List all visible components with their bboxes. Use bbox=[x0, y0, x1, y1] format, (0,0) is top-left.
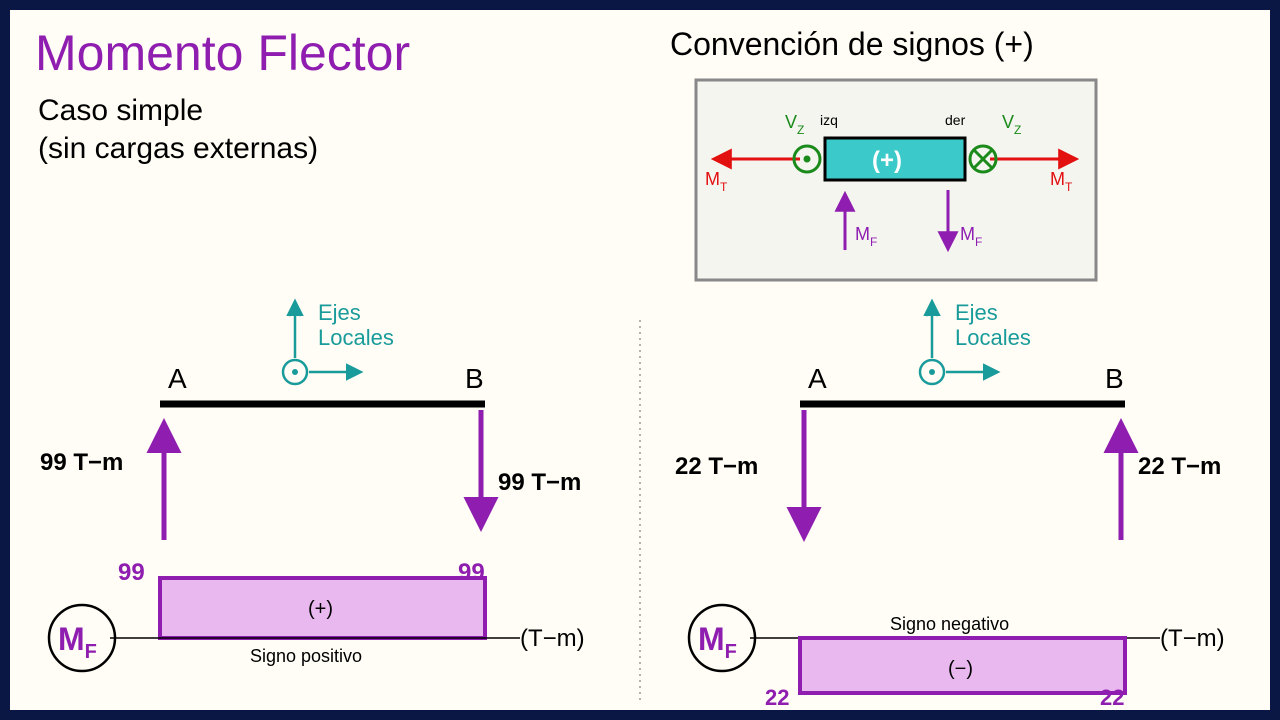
unit-right: (T−m) bbox=[1160, 625, 1225, 652]
conv-mt-l: M bbox=[705, 169, 720, 189]
right-diagram: Ejes Locales A B 22 T−m 22 T−m 22 22 (−)… bbox=[675, 300, 1225, 710]
axes-l2: Locales bbox=[318, 325, 394, 350]
node-b-right: B bbox=[1105, 363, 1124, 394]
conv-izq: izq bbox=[820, 112, 838, 128]
moment-a-left: 99 T−m bbox=[40, 449, 123, 476]
left-diagram: Ejes Locales A B 99 T−m 99 T−m 99 99 (+)… bbox=[40, 300, 585, 671]
conv-mf-r: M bbox=[960, 224, 975, 244]
sign-label-right: Signo negativo bbox=[890, 614, 1009, 634]
conv-vz-r-sub: Z bbox=[1014, 123, 1021, 137]
node-b-left: B bbox=[465, 363, 484, 394]
convention-title: Convención de signos (+) bbox=[670, 26, 1034, 62]
val-b-left: 99 bbox=[458, 559, 485, 586]
svg-text:MF: MF bbox=[58, 621, 97, 663]
axes-r2: Locales bbox=[955, 325, 1031, 350]
convention-box: (+) MT MT VZ izq VZ der MF MF bbox=[696, 80, 1096, 280]
mf-left: M bbox=[58, 621, 85, 657]
sign-label-left: Signo positivo bbox=[250, 646, 362, 666]
local-axes-right: Ejes Locales bbox=[920, 300, 1031, 384]
node-a-left: A bbox=[168, 363, 187, 394]
local-axes-left: Ejes Locales bbox=[283, 300, 394, 384]
conv-mt-l-sub: T bbox=[720, 180, 728, 194]
conv-der: der bbox=[945, 112, 966, 128]
conv-vz-l: V bbox=[785, 112, 797, 132]
sign-left: (+) bbox=[308, 598, 333, 620]
mf-left-sub: F bbox=[85, 641, 97, 663]
conv-mf-l: M bbox=[855, 224, 870, 244]
conv-mf-l-sub: F bbox=[870, 235, 877, 249]
mf-right: M bbox=[698, 621, 725, 657]
subtitle-1: Caso simple bbox=[38, 94, 203, 127]
val-a-left: 99 bbox=[118, 559, 145, 586]
node-a-right: A bbox=[808, 363, 827, 394]
conv-vz-l-sub: Z bbox=[797, 123, 804, 137]
moment-b-left: 99 T−m bbox=[498, 469, 581, 496]
unit-left: (T−m) bbox=[520, 625, 585, 652]
conv-mf-r-sub: F bbox=[975, 235, 982, 249]
mf-right-sub: F bbox=[725, 641, 737, 663]
subtitle-2: (sin cargas externas) bbox=[38, 132, 318, 165]
axes-r1: Ejes bbox=[955, 300, 998, 325]
moment-b-right: 22 T−m bbox=[1138, 453, 1221, 480]
val-b-right: 22 bbox=[1100, 685, 1124, 710]
axes-l1: Ejes bbox=[318, 300, 361, 325]
conv-vz-r: V bbox=[1002, 112, 1014, 132]
conv-plus: (+) bbox=[872, 147, 902, 174]
conv-mt-r: M bbox=[1050, 169, 1065, 189]
page-title: Momento Flector bbox=[35, 25, 410, 81]
sign-right: (−) bbox=[948, 658, 973, 680]
svg-text:MF: MF bbox=[698, 621, 737, 663]
val-a-right: 22 bbox=[765, 685, 789, 710]
moment-a-right: 22 T−m bbox=[675, 453, 758, 480]
conv-mt-r-sub: T bbox=[1065, 180, 1073, 194]
